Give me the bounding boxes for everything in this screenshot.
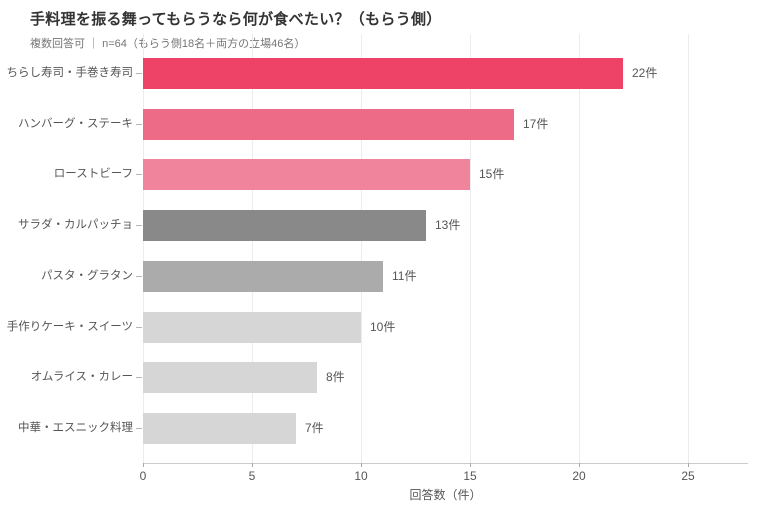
category-label: ハンバーグ・ステーキ — [18, 118, 133, 130]
category-tick-mark — [136, 327, 142, 328]
bar-6 — [143, 312, 361, 343]
x-tick-label-5: 5 — [248, 469, 256, 483]
value-label: 11件 — [392, 269, 417, 283]
category-label: 中華・エスニック料理 — [18, 422, 133, 434]
category-label: ローストビーフ — [53, 168, 133, 180]
category-tick-mark — [136, 124, 142, 125]
gridline-x10 — [361, 34, 362, 463]
category-tick-mark — [136, 174, 142, 175]
x-axis-title: 回答数（件） — [409, 488, 482, 502]
value-label: 8件 — [326, 370, 345, 384]
bar-8 — [143, 413, 296, 444]
value-label: 10件 — [370, 320, 396, 334]
category-tick-mark — [136, 73, 142, 74]
category-label: パスタ・グラタン — [41, 270, 133, 282]
gridline-x5 — [252, 34, 253, 463]
gridline-x0 — [143, 34, 144, 463]
gridline-x15 — [470, 34, 471, 463]
x-tick-mark-15 — [470, 463, 471, 467]
x-axis-line — [143, 463, 748, 464]
category-label: サラダ・カルパッチョ — [18, 219, 133, 231]
x-tick-label-0: 0 — [139, 469, 147, 483]
category-tick-mark — [136, 225, 142, 226]
x-tick-mark-5 — [252, 463, 253, 467]
category-label: ちらし寿司・手巻き寿司 — [6, 67, 134, 79]
category-label: オムライス・カレー — [30, 371, 133, 383]
x-tick-mark-20 — [579, 463, 580, 467]
bar-4 — [143, 210, 426, 241]
value-label: 22件 — [632, 66, 658, 80]
gridline-x25 — [688, 34, 689, 463]
x-tick-label-20: 20 — [572, 469, 586, 483]
value-label: 7件 — [305, 421, 324, 435]
chart-title: 手料理を振る舞ってもらうなら何が食べたい？（もらう側） — [30, 11, 442, 28]
value-label: 17件 — [523, 117, 549, 131]
category-tick-mark — [136, 276, 142, 277]
x-tick-mark-0 — [143, 463, 144, 467]
bar-2 — [143, 109, 514, 140]
value-label: 15件 — [479, 167, 505, 181]
bar-1 — [143, 58, 623, 89]
category-tick-mark — [136, 428, 142, 429]
gridline-x20 — [579, 34, 580, 463]
x-tick-label-10: 10 — [354, 469, 368, 483]
x-tick-mark-10 — [361, 463, 362, 467]
chart-subtitle: 複数回答可 ｜ n=64（もらう側18名＋両方の立場46名） — [30, 38, 306, 50]
x-tick-label-15: 15 — [463, 469, 477, 483]
x-tick-mark-25 — [688, 463, 689, 467]
bar-3 — [143, 159, 470, 190]
x-tick-label-25: 25 — [681, 469, 695, 483]
value-label: 13件 — [435, 218, 461, 232]
category-tick-mark — [136, 377, 142, 378]
bar-7 — [143, 362, 317, 393]
bar-5 — [143, 261, 383, 292]
category-label: 手作りケーキ・スイーツ — [6, 321, 133, 333]
